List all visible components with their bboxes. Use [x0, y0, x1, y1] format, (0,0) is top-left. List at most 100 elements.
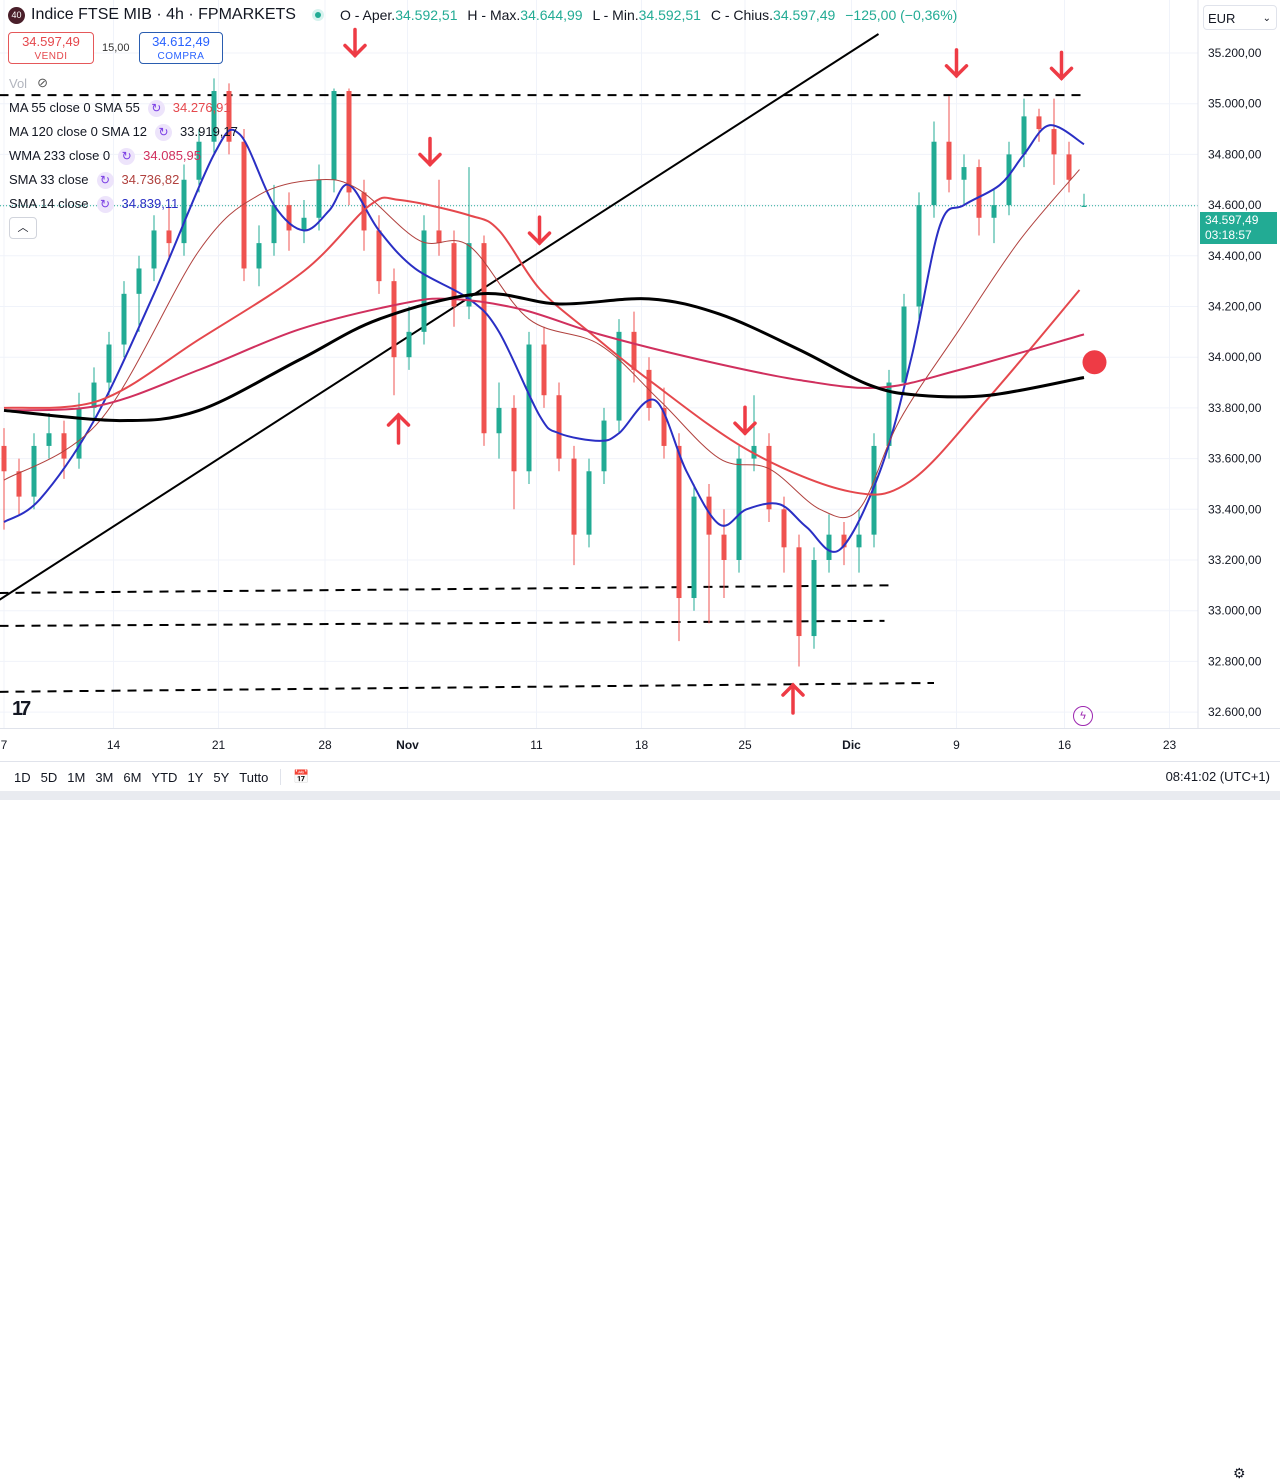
candle — [1066, 141, 1072, 193]
candle-body — [586, 471, 592, 535]
support-resistance-line[interactable] — [0, 681, 935, 693]
support-resistance-line[interactable] — [0, 619, 885, 627]
candle-body — [301, 217, 307, 231]
collapse-legend-button[interactable]: ︿ — [9, 217, 37, 239]
drawing-arrows[interactable] — [343, 27, 1107, 715]
calendar-goto-icon[interactable]: 📅 — [280, 769, 310, 785]
clock-timezone[interactable]: 08:41:02 (UTC+1) — [1165, 769, 1270, 784]
current-price-label: 34.597,49 03:18:57 — [1200, 212, 1277, 244]
candle — [301, 200, 307, 244]
up-arrow-icon[interactable] — [386, 412, 411, 445]
down-arrow-icon[interactable] — [527, 215, 552, 246]
candle-body — [1081, 205, 1087, 207]
spread: 15,00 — [102, 42, 130, 54]
indicator-value: 34.839,11 — [121, 196, 179, 211]
candle — [271, 184, 277, 256]
symbol-title[interactable]: Indice FTSE MIB · 4h · FPMARKETS — [31, 6, 296, 23]
grid — [0, 0, 1198, 728]
candle-body — [541, 344, 547, 396]
candle — [646, 357, 652, 421]
indicator-ma55[interactable]: MA 55 close 0 SMA 55 ↻ 34.276,91 — [9, 96, 238, 120]
range-1m[interactable]: 1M — [67, 769, 86, 785]
down-arrow-icon[interactable] — [343, 27, 367, 59]
candle — [721, 509, 727, 599]
drawing-lines[interactable] — [0, 33, 1084, 693]
candle — [481, 235, 487, 446]
refresh-icon[interactable]: ↻ — [147, 99, 165, 117]
time-tick-label: Nov — [396, 738, 419, 752]
candle — [286, 192, 292, 251]
up-arrow-icon[interactable] — [781, 682, 805, 715]
range-5d[interactable]: 5D — [40, 769, 58, 785]
candle — [691, 483, 697, 611]
support-resistance-line[interactable] — [0, 584, 890, 594]
candle-body — [871, 445, 877, 535]
range-1d[interactable]: 1D — [14, 769, 31, 785]
refresh-icon[interactable]: ↻ — [96, 195, 114, 213]
down-arrow-icon[interactable] — [1049, 50, 1074, 81]
candle — [46, 412, 52, 459]
lightning-icon[interactable]: ϟ — [1073, 706, 1093, 726]
trendline[interactable] — [0, 33, 880, 601]
price-chart[interactable]: 35.200,00 35.000,00 34.800,00 34.600,00 34.4… — [0, 0, 1280, 728]
close-value: 34.597,49 — [773, 7, 836, 23]
range-all[interactable]: Tutto — [239, 769, 269, 785]
down-arrow-icon[interactable] — [418, 136, 442, 168]
candle — [16, 458, 22, 515]
candle-body — [436, 230, 442, 244]
candle — [496, 382, 502, 459]
candle — [586, 458, 592, 548]
refresh-icon[interactable]: ↻ — [118, 147, 136, 165]
candle-body — [691, 496, 697, 599]
candle — [406, 306, 412, 370]
candle-body — [826, 534, 832, 560]
candle — [616, 319, 622, 434]
candle — [316, 164, 322, 231]
indicator-label: WMA 233 close 0 — [9, 148, 111, 163]
time-axis[interactable]: 7 14 21 28 Nov 11 18 25 Dic 9 16 23 ⚙ — [0, 728, 1280, 1481]
refresh-icon[interactable]: ↻ — [155, 123, 173, 141]
candle-body — [841, 534, 847, 548]
indicator-ma120[interactable]: MA 120 close 0 SMA 12 ↻ 33.919,17 — [9, 120, 238, 144]
tradingview-logo[interactable]: 17 — [12, 698, 31, 720]
candle — [556, 382, 562, 472]
candle-body — [16, 471, 22, 497]
range-5y[interactable]: 5Y — [213, 769, 230, 785]
ma-line-sma14 — [3, 124, 1085, 553]
candle-body — [946, 141, 952, 180]
range-ytd[interactable]: YTD — [151, 769, 178, 785]
indicator-sma33[interactable]: SMA 33 close ↻ 34.736,82 — [9, 168, 238, 192]
currency-select[interactable]: EUR ⌄ — [1203, 5, 1277, 30]
candle — [961, 154, 967, 206]
refresh-icon[interactable]: ↻ — [96, 171, 114, 189]
eye-off-icon[interactable]: ⊘ — [37, 75, 48, 90]
price-axis[interactable]: 35.200,00 35.000,00 34.800,00 34.600,00 34.4… — [1208, 46, 1262, 719]
red-dot-marker[interactable] — [1082, 350, 1107, 375]
candle — [91, 367, 97, 421]
candle — [256, 225, 262, 287]
sell-button[interactable]: 34.597,49 VENDI — [8, 32, 94, 64]
candle — [841, 521, 847, 566]
buy-button[interactable]: 34.612,49 COMPRA — [139, 32, 223, 64]
settings-icon[interactable]: ⚙ — [1233, 1465, 1246, 1481]
down-arrow-icon[interactable] — [733, 405, 757, 436]
candle-body — [256, 243, 262, 269]
ohlc-readout: O - Aper.34.592,51 H - Max.34.644,99 L -… — [340, 7, 963, 23]
candle-body — [766, 445, 772, 510]
indicator-value: 33.919,17 — [180, 124, 238, 139]
range-1y[interactable]: 1Y — [187, 769, 204, 785]
volume-legend: Vol ⊘ — [9, 75, 48, 91]
indicator-label: SMA 14 close — [9, 196, 89, 211]
candle — [676, 433, 682, 642]
range-6m[interactable]: 6M — [123, 769, 142, 785]
candle — [106, 331, 112, 396]
indicator-sma14[interactable]: SMA 14 close ↻ 34.839,11 — [9, 192, 238, 216]
candle — [211, 78, 217, 155]
candle — [526, 331, 532, 484]
low-value: 34.592,51 — [638, 7, 701, 23]
down-arrow-icon[interactable] — [944, 48, 969, 79]
price-tick-label: 35.200,00 — [1208, 46, 1262, 60]
indicator-wma233[interactable]: WMA 233 close 0 ↻ 34.085,95 — [9, 144, 238, 168]
range-3m[interactable]: 3M — [95, 769, 114, 785]
candle-body — [526, 344, 532, 472]
